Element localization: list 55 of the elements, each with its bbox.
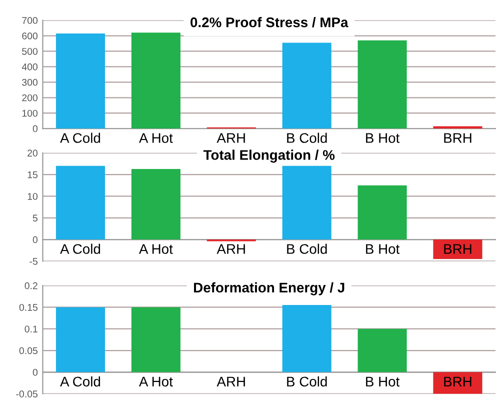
x-tick-label: A Cold [60, 244, 100, 254]
x-tick-label: B Cold [287, 244, 327, 254]
y-tick-label: 0 [32, 368, 38, 376]
bar [131, 168, 180, 240]
y-tick-label: 300 [22, 78, 38, 86]
bar [56, 33, 105, 129]
y-tick-label: 0.1 [24, 326, 38, 332]
x-tick-label: BRH [444, 376, 472, 386]
chart-title: 0.2% Proof Stress / MPa [190, 17, 348, 28]
x-tick-label: ARH [216, 244, 245, 254]
bar [433, 372, 482, 394]
bar [433, 126, 482, 129]
x-tick-label: B Hot [366, 376, 400, 387]
bar [56, 307, 105, 372]
y-tick-label: 400 [22, 63, 38, 70]
x-tick-label: BRH [444, 133, 472, 143]
y-tick-label: 15 [28, 171, 38, 178]
x-tick-label: A Cold [60, 376, 100, 387]
y-tick-label: 0 [32, 125, 38, 132]
y-tick-label: 100 [22, 110, 38, 117]
bar [131, 307, 180, 372]
bar [358, 40, 407, 129]
bar [282, 305, 332, 372]
y-tick-label: -0.05 [16, 390, 38, 398]
chart-title: Total Elongation / % [203, 150, 335, 163]
x-tick-label: B Cold [287, 376, 327, 387]
y-tick-label: 0.15 [19, 304, 38, 311]
x-tick-label: ARH [216, 376, 245, 386]
x-tick-label: A Hot [138, 244, 173, 254]
bar [358, 185, 407, 240]
y-tick-label: 600 [22, 32, 38, 40]
y-tick-label: 0.05 [19, 347, 38, 354]
bar [358, 328, 407, 372]
y-tick-label: 700 [22, 17, 38, 24]
y-tick-label: 20 [28, 150, 38, 157]
x-tick-label: B Hot [366, 133, 400, 143]
chart-title: Deformation Energy / J [194, 282, 344, 296]
x-tick-label: BRH [444, 244, 472, 254]
y-tick-label: 0 [32, 236, 38, 244]
x-tick-label: A Cold [60, 132, 100, 143]
bar [131, 32, 180, 129]
bar [282, 166, 332, 240]
x-tick-label: A Hot [138, 376, 173, 387]
y-tick-label: 200 [22, 94, 38, 102]
bar [56, 166, 105, 240]
y-tick-label: -5 [30, 258, 38, 265]
x-tick-label: B Hot [366, 244, 400, 254]
y-tick-label: 0.2 [24, 282, 38, 290]
y-tick-label: 500 [22, 48, 38, 55]
y-tick-label: 5 [32, 214, 38, 222]
x-tick-label: ARH [216, 133, 245, 143]
y-tick-label: 10 [28, 192, 38, 200]
x-tick-label: A Hot [138, 133, 173, 143]
bar [282, 42, 332, 129]
x-tick-label: B Cold [287, 132, 327, 143]
